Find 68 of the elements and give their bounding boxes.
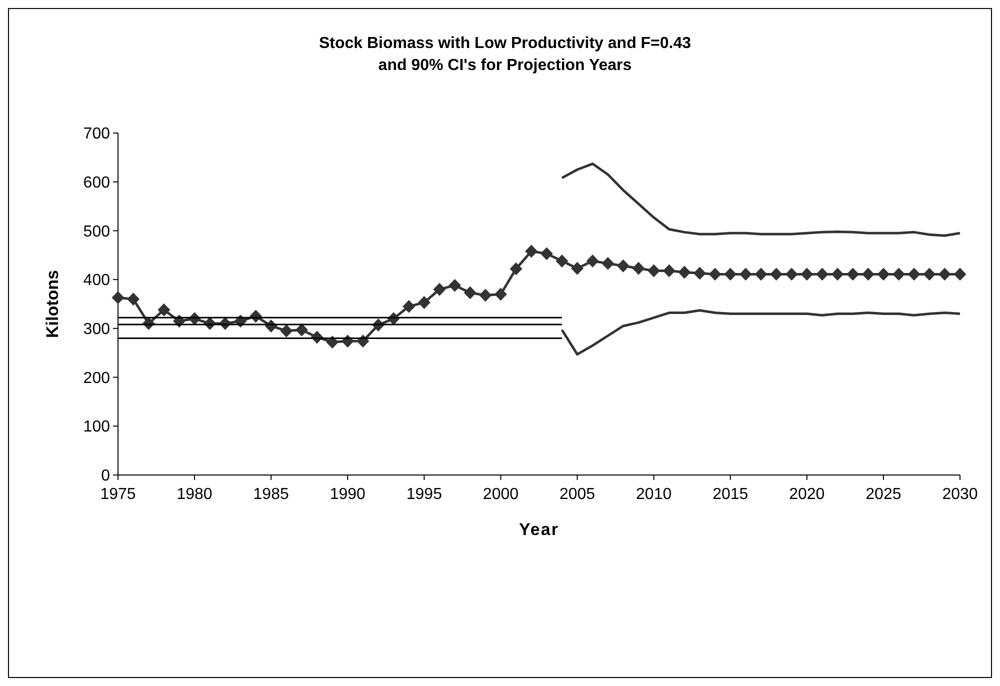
point: [662, 264, 676, 278]
point: [816, 268, 828, 281]
point: [800, 268, 814, 281]
point: [494, 288, 507, 301]
point: [280, 324, 293, 338]
point: [464, 286, 476, 300]
x-tick-label: 2015: [712, 486, 748, 503]
point: [540, 247, 553, 260]
y-tick-label: 600: [83, 174, 110, 192]
point: [632, 262, 645, 275]
point: [678, 266, 691, 279]
line-series: [560, 309, 962, 356]
point: [739, 268, 752, 281]
point: [127, 292, 140, 306]
point: [433, 282, 446, 296]
y-tick-label: 100: [83, 418, 110, 436]
y-tick-label: 700: [83, 126, 110, 143]
x-tick-label: 2010: [636, 486, 672, 503]
x-tick-label: 1980: [176, 486, 212, 503]
point: [525, 244, 538, 258]
point: [954, 268, 966, 281]
point: [862, 268, 874, 281]
y-tick-label: 300: [83, 321, 110, 338]
point: [724, 268, 737, 281]
point: [295, 323, 308, 336]
x-tick-label: 1990: [330, 486, 366, 503]
chart-title: Stock Biomass with Low Productivity and F=0.43 and 90% CI's for Projection Years: [318, 35, 692, 74]
point: [448, 278, 462, 292]
point: [938, 268, 951, 281]
point: [708, 268, 722, 281]
y-tick-label: 400: [83, 272, 110, 290]
point: [326, 336, 339, 349]
x-tick-label: 1995: [406, 486, 442, 503]
point: [112, 291, 124, 304]
x-tick-label: 2005: [559, 486, 596, 503]
point: [616, 259, 630, 272]
point: [892, 268, 906, 281]
point: [602, 256, 614, 270]
point: [556, 254, 568, 268]
point: [479, 288, 492, 302]
y-tick-label: 0: [101, 468, 110, 485]
point: [908, 268, 920, 281]
point: [586, 254, 599, 268]
y-tick-label: 500: [83, 223, 110, 240]
x-tick-label: 1975: [100, 486, 136, 503]
point: [877, 268, 890, 281]
y-axis-title: Kilotons: [43, 270, 62, 338]
point: [785, 268, 798, 281]
point: [831, 268, 844, 281]
line-series: [560, 162, 962, 237]
point: [846, 268, 860, 281]
point: [402, 300, 416, 313]
point: [694, 266, 706, 280]
y-tick-label: 200: [83, 370, 110, 387]
x-tick-label: 2000: [482, 486, 519, 503]
x-tick-label: 2020: [789, 486, 825, 503]
point: [754, 268, 768, 281]
point: [770, 268, 783, 281]
x-axis-title: Year: [519, 520, 559, 539]
point: [923, 268, 936, 281]
point: [648, 264, 660, 278]
point: [158, 303, 170, 316]
point: [510, 262, 522, 276]
x-tick-label: 2025: [866, 486, 902, 503]
x-tick-label: 1985: [253, 486, 289, 503]
point: [418, 296, 430, 310]
x-tick-label: 2030: [942, 486, 978, 503]
point: [571, 262, 584, 275]
